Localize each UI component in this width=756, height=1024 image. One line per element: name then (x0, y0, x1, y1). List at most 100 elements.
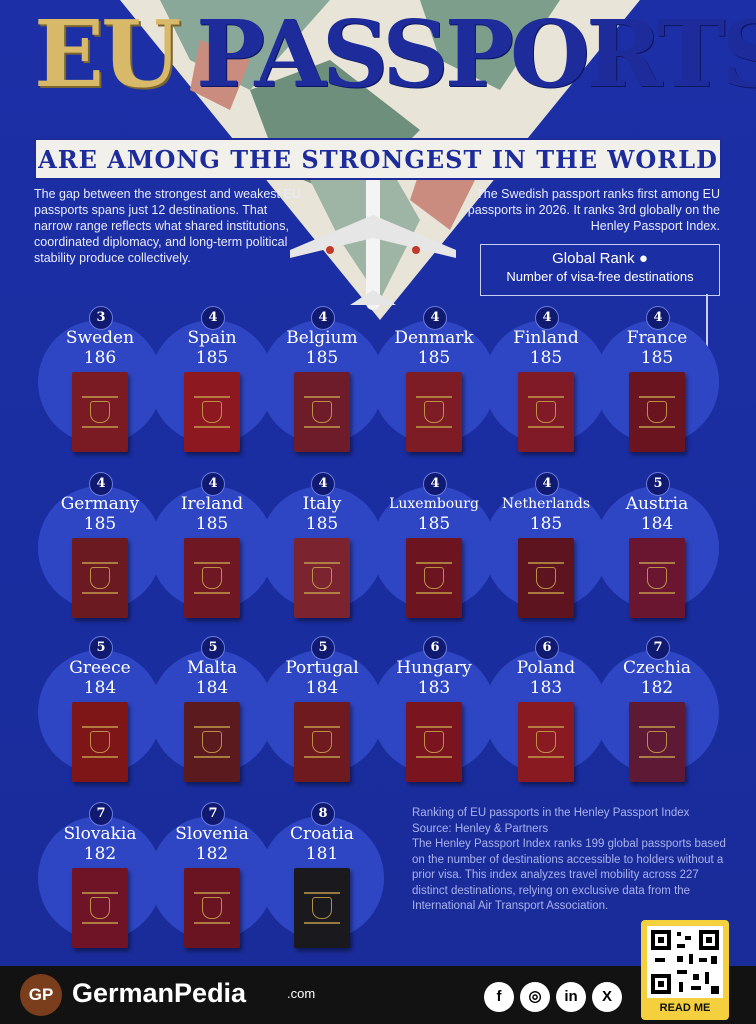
passport-image (406, 538, 462, 618)
passport-image (72, 538, 128, 618)
coat-of-arms-icon (202, 567, 222, 589)
passport-text-line (416, 592, 452, 594)
passport-text-line (528, 726, 564, 728)
country-card: 4 Germany 185 (38, 472, 162, 622)
country-name: Sweden (65, 328, 135, 348)
footer-bar (0, 966, 756, 1024)
visa-free-count: 185 (529, 514, 563, 534)
passport-text-line (194, 726, 230, 728)
footnote-title: Ranking of EU passports in the Henley Pa… (412, 807, 690, 819)
coat-of-arms-icon (536, 567, 556, 589)
global-rank-badge: 4 (311, 306, 335, 330)
country-card: 4 Ireland 185 (150, 472, 274, 622)
visa-free-count: 185 (529, 348, 563, 368)
coat-of-arms-icon (202, 731, 222, 753)
brand-suffix: .com (287, 986, 316, 1001)
country-card: 4 Netherlands 185 (484, 472, 608, 622)
global-rank-badge: 4 (535, 306, 559, 330)
country-card: 4 Luxembourg 185 (372, 472, 496, 622)
legend-box: Global Rank ● Number of visa-free destin… (480, 244, 720, 296)
visa-free-count: 184 (640, 514, 674, 534)
visa-free-count: 185 (640, 348, 674, 368)
country-card: 4 Denmark 185 (372, 306, 496, 456)
passport-text-line (528, 756, 564, 758)
global-rank-badge: 5 (201, 636, 225, 660)
passport-image (629, 372, 685, 452)
country-name: Spain (187, 328, 237, 348)
passport-image (518, 702, 574, 782)
passport-text-line (82, 756, 118, 758)
global-rank-badge: 8 (311, 802, 335, 826)
passport-text-line (304, 756, 340, 758)
coat-of-arms-icon (536, 401, 556, 423)
country-card: 4 France 185 (595, 306, 719, 456)
visa-free-count: 181 (305, 844, 339, 864)
passport-text-line (416, 726, 452, 728)
country-name: Malta (187, 658, 237, 678)
visa-free-count: 185 (195, 514, 229, 534)
country-name: Netherlands (501, 496, 591, 512)
visa-free-count: 185 (305, 514, 339, 534)
coat-of-arms-icon (312, 731, 332, 753)
passport-image (184, 538, 240, 618)
country-name: Czechia (622, 658, 692, 678)
country-name: Poland (516, 658, 576, 678)
passport-image (184, 868, 240, 948)
qr-code-button[interactable]: READ ME (641, 920, 729, 1020)
passport-image (629, 702, 685, 782)
coat-of-arms-icon (424, 567, 444, 589)
country-card: 4 Finland 185 (484, 306, 608, 456)
global-rank-badge: 4 (201, 306, 225, 330)
country-card: 5 Malta 184 (150, 636, 274, 786)
country-name: Slovenia (175, 824, 249, 844)
coat-of-arms-icon (90, 731, 110, 753)
linkedin-icon[interactable]: in (556, 982, 586, 1012)
passport-text-line (194, 562, 230, 564)
passport-text-line (416, 396, 452, 398)
passport-text-line (639, 562, 675, 564)
country-card: 5 Portugal 184 (260, 636, 384, 786)
facebook-icon[interactable]: f (484, 982, 514, 1012)
visa-free-count: 184 (305, 678, 339, 698)
passport-text-line (304, 426, 340, 428)
germanpedia-logo[interactable]: GP (20, 974, 62, 1016)
subtitle-banner: ARE AMONG THE STRONGEST IN THE WORLD (34, 138, 722, 180)
passport-text-line (639, 396, 675, 398)
global-rank-badge: 5 (646, 472, 670, 496)
legend-arrow-line (706, 294, 708, 360)
passport-image (294, 868, 350, 948)
visa-free-count: 183 (417, 678, 451, 698)
visa-free-count: 183 (529, 678, 563, 698)
brand-name[interactable]: GermanPedia (72, 978, 247, 1008)
intro-left-text: The gap between the strongest and weakes… (34, 187, 301, 265)
passport-image (294, 702, 350, 782)
x-icon[interactable]: X (592, 982, 622, 1012)
passport-text-line (528, 426, 564, 428)
passport-text-line (639, 726, 675, 728)
passport-text-line (416, 426, 452, 428)
subtitle: ARE AMONG THE STRONGEST IN THE WORLD (38, 144, 718, 174)
global-rank-badge: 4 (311, 472, 335, 496)
visa-free-count: 182 (83, 844, 117, 864)
passport-text-line (304, 726, 340, 728)
global-rank-badge: 5 (311, 636, 335, 660)
global-rank-badge: 3 (89, 306, 113, 330)
passport-text-line (194, 922, 230, 924)
passport-text-line (82, 592, 118, 594)
coat-of-arms-icon (424, 401, 444, 423)
passport-text-line (304, 922, 340, 924)
passport-text-line (639, 592, 675, 594)
coat-of-arms-icon (647, 567, 667, 589)
instagram-icon[interactable]: ◎ (520, 982, 550, 1012)
country-card: 7 Czechia 182 (595, 636, 719, 786)
passport-text-line (82, 396, 118, 398)
globe-icon: ● (638, 250, 648, 267)
global-rank-badge: 5 (89, 636, 113, 660)
title-passports: PASSPORTS (196, 0, 756, 108)
coat-of-arms-icon (647, 731, 667, 753)
passport-text-line (194, 592, 230, 594)
passport-text-line (194, 892, 230, 894)
visa-free-count: 186 (83, 348, 117, 368)
passport-image (184, 372, 240, 452)
passport-image (72, 868, 128, 948)
